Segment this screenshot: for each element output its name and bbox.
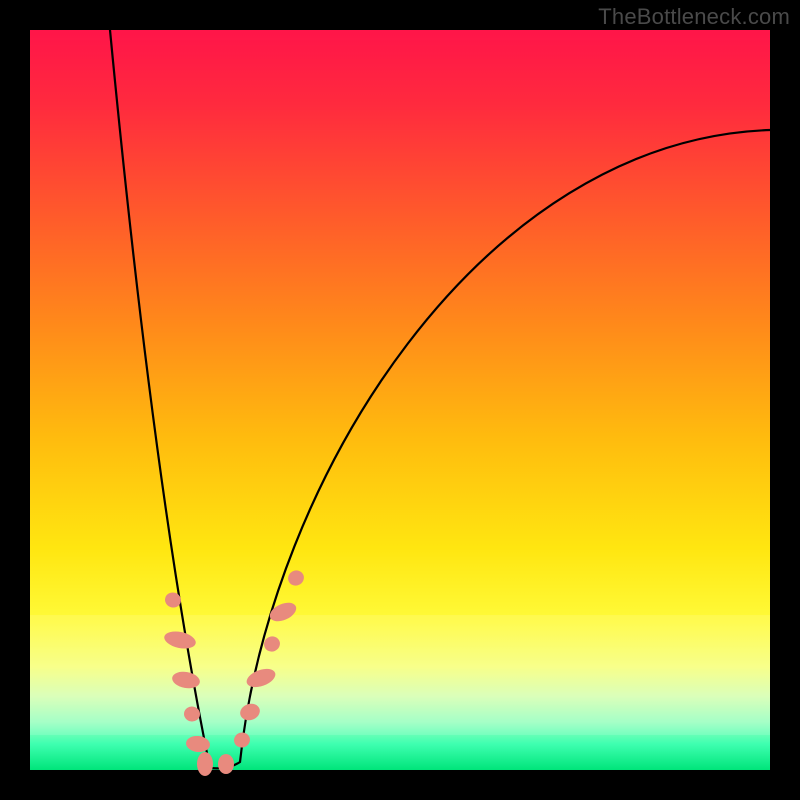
chart-container: TheBottleneck.com	[0, 0, 800, 800]
highlight-band	[30, 615, 770, 735]
bottleneck-chart	[0, 0, 800, 800]
curve-marker-bottom-1	[218, 754, 234, 774]
watermark-text: TheBottleneck.com	[598, 4, 790, 30]
curve-marker-bottom-0	[197, 752, 213, 776]
